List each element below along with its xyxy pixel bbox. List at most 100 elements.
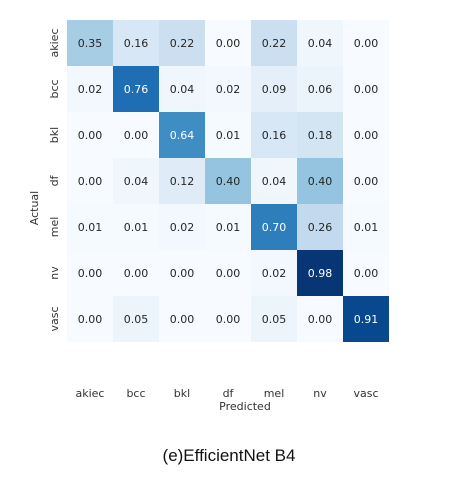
heatmap-value-label: 0.05 bbox=[262, 313, 287, 326]
heatmap-cell bbox=[67, 112, 113, 158]
heatmap-value-label: 0.04 bbox=[170, 83, 195, 96]
heatmap-cell bbox=[343, 20, 389, 66]
heatmap-value-label: 0.76 bbox=[124, 83, 149, 96]
heatmap-cell bbox=[343, 158, 389, 204]
heatmap-value-label: 0.16 bbox=[262, 129, 287, 142]
x-axis-label: Predicted bbox=[219, 400, 271, 413]
heatmap-cell bbox=[297, 66, 343, 112]
figure-caption: (e)EfficientNet B4 bbox=[162, 446, 296, 465]
heatmap-cell bbox=[297, 250, 343, 296]
heatmap-cell bbox=[251, 296, 297, 342]
y-tick-label: mel bbox=[48, 217, 61, 238]
heatmap-value-label: 0.00 bbox=[78, 175, 103, 188]
heatmap-value-label: 0.04 bbox=[308, 37, 333, 50]
y-tick-label: vasc bbox=[48, 306, 61, 331]
x-tick-label: mel bbox=[264, 387, 285, 400]
heatmap-cell bbox=[113, 204, 159, 250]
heatmap-cell bbox=[159, 204, 205, 250]
heatmap-cell bbox=[113, 158, 159, 204]
heatmap-cell bbox=[343, 204, 389, 250]
y-axis-tick-labels: akiec bcc bkl df mel nv vasc bbox=[48, 29, 61, 332]
heatmap-cell bbox=[113, 112, 159, 158]
x-tick-label: bkl bbox=[174, 387, 190, 400]
heatmap-value-label: 0.00 bbox=[170, 267, 195, 280]
heatmap-value-label: 0.02 bbox=[170, 221, 195, 234]
heatmap-cell bbox=[251, 250, 297, 296]
heatmap-value-label: 0.35 bbox=[78, 37, 103, 50]
heatmap-value-label: 0.91 bbox=[354, 313, 379, 326]
y-tick-label: bkl bbox=[48, 127, 61, 143]
heatmap-cell bbox=[251, 204, 297, 250]
heatmap-cell bbox=[113, 20, 159, 66]
heatmap-value-label: 0.98 bbox=[308, 267, 333, 280]
heatmap-cell bbox=[205, 204, 251, 250]
heatmap-value-label: 0.06 bbox=[308, 83, 333, 96]
heatmap-cell bbox=[205, 112, 251, 158]
heatmap-value-label: 0.02 bbox=[262, 267, 287, 280]
heatmap-value-label: 0.26 bbox=[308, 221, 333, 234]
heatmap-value-label: 0.00 bbox=[354, 175, 379, 188]
heatmap-cell bbox=[205, 158, 251, 204]
heatmap-cell bbox=[343, 66, 389, 112]
heatmap-cell bbox=[343, 112, 389, 158]
heatmap-value-label: 0.04 bbox=[124, 175, 149, 188]
heatmap-value-label: 0.40 bbox=[308, 175, 333, 188]
heatmap-value-label: 0.01 bbox=[354, 221, 379, 234]
heatmap-cell bbox=[297, 112, 343, 158]
heatmap-value-label: 0.12 bbox=[170, 175, 195, 188]
heatmap-value-label: 0.00 bbox=[354, 37, 379, 50]
heatmap-value-label: 0.64 bbox=[170, 129, 195, 142]
x-axis-tick-labels: akiec bcc bkl df mel nv vasc bbox=[76, 387, 379, 400]
heatmap-value-label: 0.00 bbox=[170, 313, 195, 326]
heatmap-cell bbox=[67, 204, 113, 250]
heatmap-cell bbox=[159, 296, 205, 342]
heatmap-cells bbox=[67, 20, 389, 342]
heatmap-value-label: 0.01 bbox=[216, 221, 241, 234]
x-tick-label: nv bbox=[313, 387, 327, 400]
heatmap-cell bbox=[205, 66, 251, 112]
heatmap-cell bbox=[159, 250, 205, 296]
heatmap-value-label: 0.00 bbox=[354, 267, 379, 280]
heatmap-value-label: 0.22 bbox=[262, 37, 287, 50]
heatmap-value-label: 0.00 bbox=[78, 267, 103, 280]
x-tick-label: df bbox=[223, 387, 235, 400]
heatmap-cell bbox=[251, 66, 297, 112]
heatmap-value-label: 0.00 bbox=[78, 129, 103, 142]
heatmap-value-label: 0.01 bbox=[78, 221, 103, 234]
heatmap-cell bbox=[113, 66, 159, 112]
heatmap-cell bbox=[251, 158, 297, 204]
confusion-matrix-heatmap: 0.35 0.16 0.22 0.00 0.22 0.04 0.00 0.02 0.76 0.04… bbox=[28, 20, 389, 413]
heatmap-cell bbox=[251, 20, 297, 66]
heatmap-value-label: 0.18 bbox=[308, 129, 333, 142]
heatmap-cell bbox=[205, 250, 251, 296]
heatmap-value-label: 0.00 bbox=[216, 313, 241, 326]
heatmap-cell bbox=[113, 296, 159, 342]
heatmap-value-label: 0.00 bbox=[124, 267, 149, 280]
heatmap-value-label: 0.16 bbox=[124, 37, 149, 50]
heatmap-value-label: 0.00 bbox=[216, 267, 241, 280]
heatmap-value-label: 0.01 bbox=[216, 129, 241, 142]
heatmap-value-label: 0.02 bbox=[78, 83, 103, 96]
heatmap-cell bbox=[67, 158, 113, 204]
heatmap-cell bbox=[67, 20, 113, 66]
y-axis-label: Actual bbox=[28, 191, 41, 225]
x-tick-label: akiec bbox=[76, 387, 105, 400]
y-tick-label: nv bbox=[48, 266, 61, 280]
heatmap-value-label: 0.00 bbox=[308, 313, 333, 326]
heatmap-value-label: 0.01 bbox=[124, 221, 149, 234]
heatmap-value-label: 0.04 bbox=[262, 175, 287, 188]
heatmap-cell bbox=[159, 112, 205, 158]
heatmap-value-labels: 0.35 0.16 0.22 0.00 0.22 0.04 0.00 0.02 0.76 0.04… bbox=[78, 37, 379, 326]
x-tick-label: bcc bbox=[126, 387, 145, 400]
heatmap-cell bbox=[297, 20, 343, 66]
y-tick-label: akiec bbox=[48, 29, 61, 58]
heatmap-value-label: 0.22 bbox=[170, 37, 195, 50]
heatmap-cell bbox=[67, 66, 113, 112]
heatmap-cell bbox=[297, 158, 343, 204]
heatmap-cell bbox=[67, 250, 113, 296]
y-tick-label: bcc bbox=[48, 79, 61, 98]
heatmap-cell bbox=[297, 296, 343, 342]
heatmap-value-label: 0.05 bbox=[124, 313, 149, 326]
heatmap-cell bbox=[205, 20, 251, 66]
y-tick-label: df bbox=[48, 174, 61, 186]
